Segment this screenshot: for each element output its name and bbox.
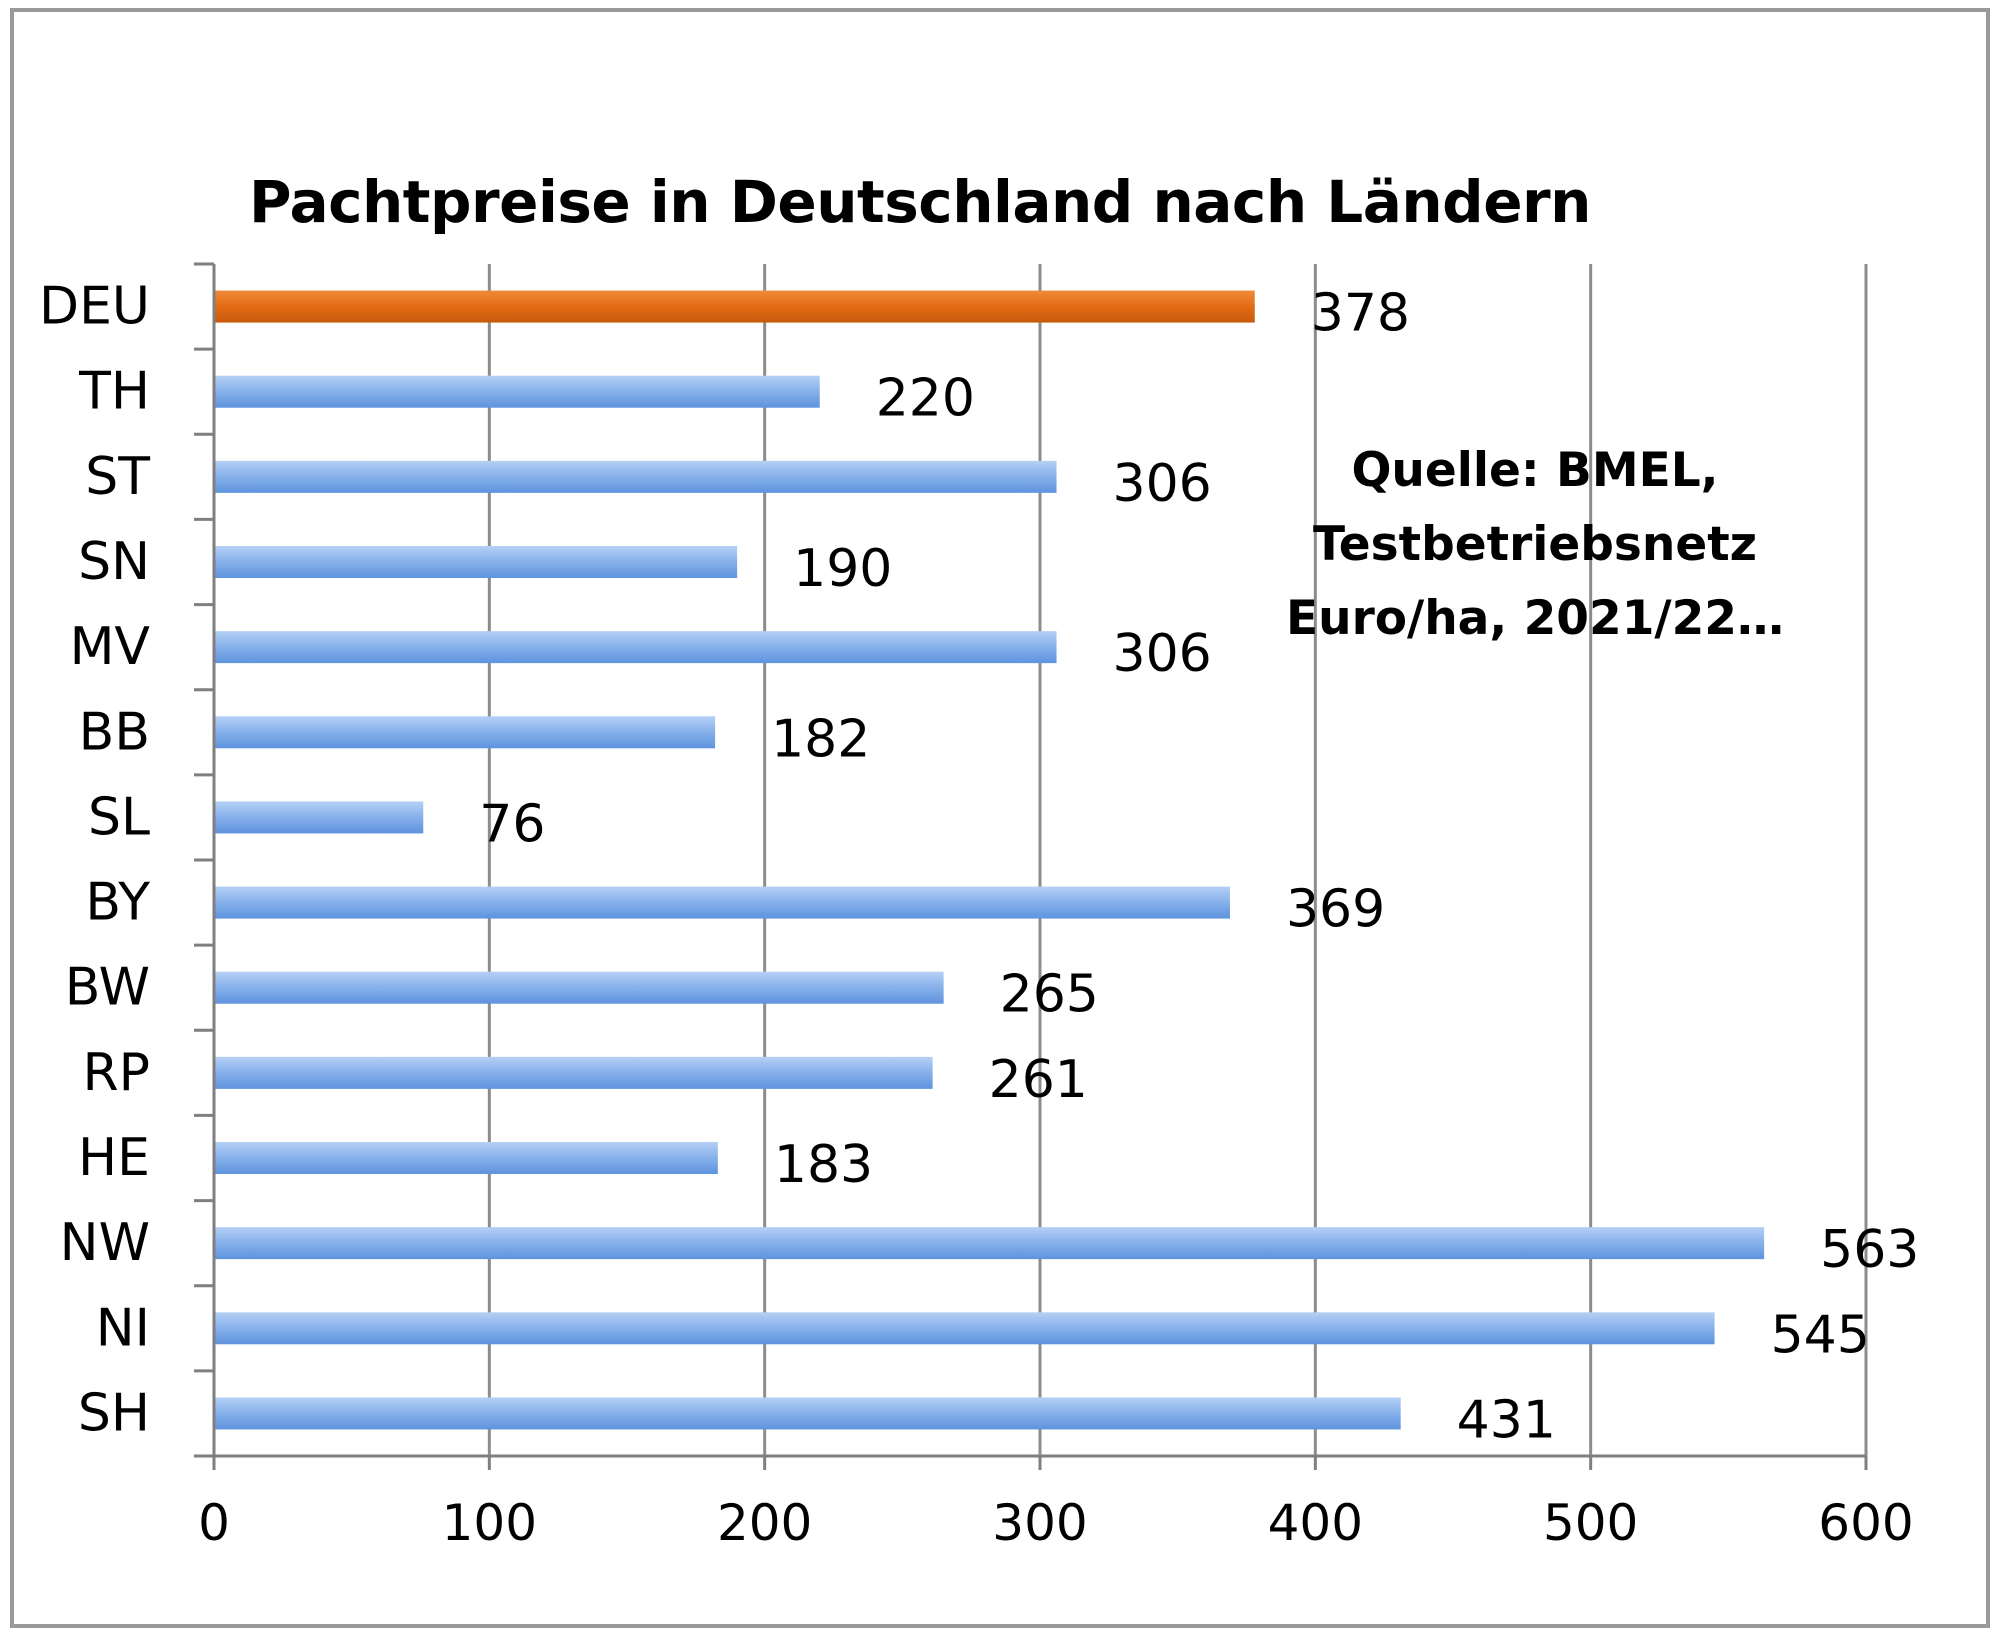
bar	[214, 1142, 718, 1174]
x-tick-label: 300	[992, 1494, 1087, 1552]
x-tick-label: 500	[1543, 1494, 1638, 1552]
category-label: RP	[83, 1043, 151, 1103]
bar	[214, 460, 1057, 493]
category-label: ST	[85, 447, 150, 507]
data-label: 431	[1457, 1390, 1556, 1450]
x-tick-label: 600	[1818, 1494, 1913, 1552]
bar	[214, 1056, 933, 1089]
data-label: 76	[479, 794, 545, 854]
source-annotation-line: Quelle: BMEL,	[1351, 443, 1719, 498]
data-label: 545	[1771, 1305, 1870, 1365]
bar	[214, 546, 738, 578]
data-label: 306	[1113, 454, 1212, 514]
data-label: 182	[771, 709, 870, 769]
category-label: TH	[78, 362, 150, 422]
category-label: SH	[78, 1383, 150, 1443]
bar	[214, 1227, 1765, 1260]
data-label: 306	[1113, 624, 1212, 684]
category-label: BY	[85, 873, 150, 933]
data-label: 261	[989, 1050, 1088, 1110]
category-label: DEU	[39, 277, 150, 337]
bar	[214, 1397, 1401, 1430]
data-label: 563	[1820, 1220, 1919, 1280]
data-label: 220	[876, 369, 975, 429]
bar	[214, 801, 424, 834]
bar	[214, 631, 1057, 664]
x-tick-label: 0	[198, 1494, 230, 1552]
category-label: NI	[96, 1298, 150, 1358]
bar	[214, 1312, 1715, 1345]
source-annotation: Quelle: BMEL, Testbetriebsnetz Euro/ha, …	[1195, 434, 1875, 656]
data-label: 190	[793, 539, 892, 599]
data-label: 265	[1000, 965, 1099, 1025]
bar-layer	[214, 290, 1765, 1430]
bar	[214, 886, 1230, 919]
category-label: BB	[79, 702, 150, 762]
x-tick-label: 200	[717, 1494, 812, 1552]
category-label: SL	[88, 787, 150, 847]
data-label: 378	[1311, 284, 1410, 344]
category-label: NW	[60, 1213, 150, 1273]
category-label: MV	[70, 617, 151, 677]
bar	[214, 971, 944, 1004]
chart-title: Pachtpreise in Deutschland nach Ländern	[249, 168, 1591, 236]
source-annotation-line: Euro/ha, 2021/22…	[1286, 591, 1784, 646]
bar	[214, 375, 820, 408]
label-layer: 0 100 200 300 400 500 600 DEU 378 TH 220 ST 306 SN 190…	[39, 277, 1919, 1552]
bar-highlight	[214, 290, 1255, 323]
bar	[214, 716, 716, 749]
data-label: 183	[774, 1135, 873, 1195]
x-tick-label: 400	[1268, 1494, 1363, 1552]
axis-layer	[194, 262, 1868, 1470]
x-tick-label: 100	[442, 1494, 537, 1552]
category-label: SN	[78, 532, 150, 592]
category-label: HE	[78, 1128, 150, 1188]
category-label: BW	[65, 958, 150, 1018]
source-annotation-line: Testbetriebsnetz	[1312, 517, 1758, 572]
data-label: 369	[1286, 880, 1385, 940]
